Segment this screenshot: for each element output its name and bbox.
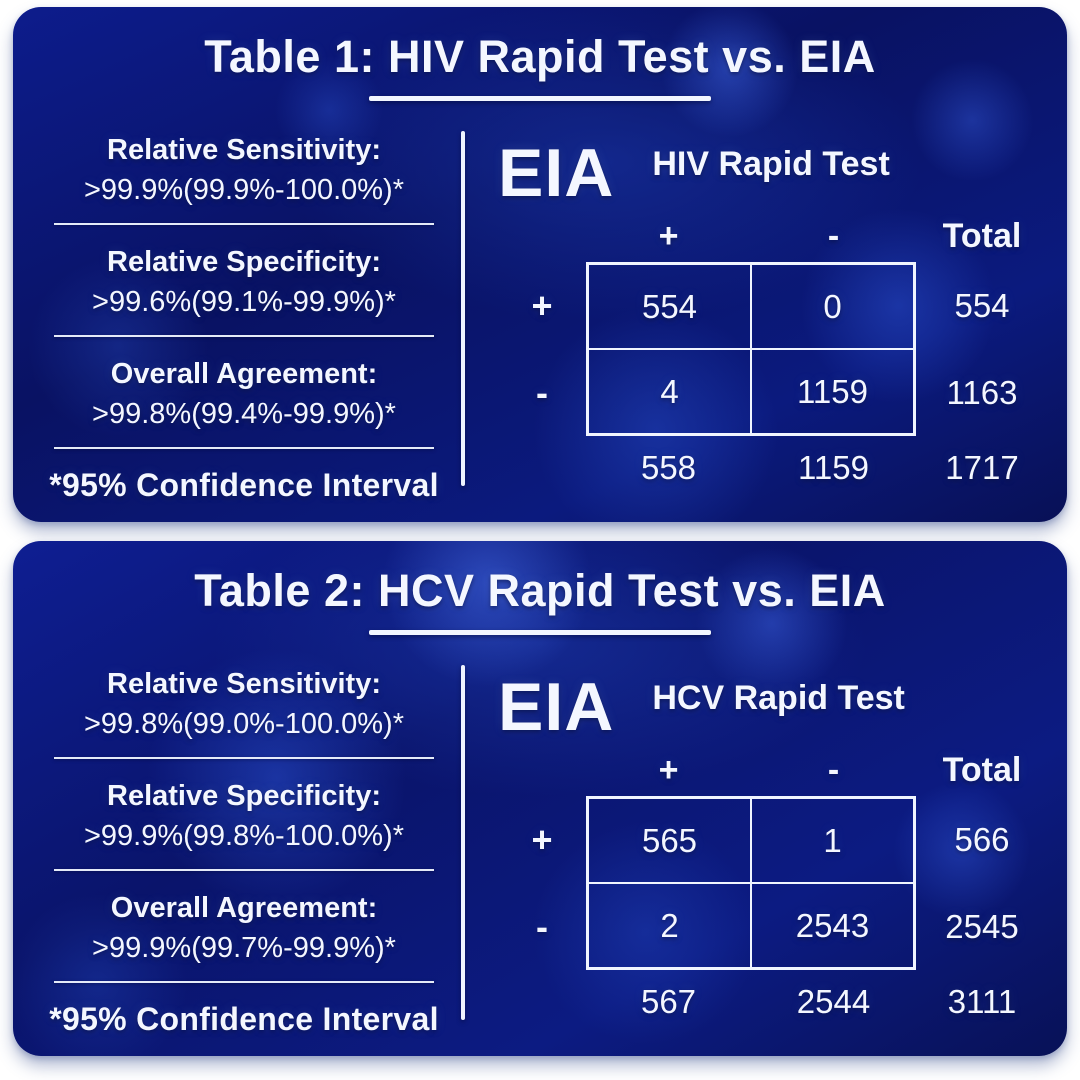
row-total-positive: 554 [954,286,1010,324]
divider-line [54,335,434,337]
corner-cell [498,970,586,1034]
confidence-interval-footnote: *95% Confidence Interval [49,1001,439,1037]
row-label-positive: + [531,284,553,326]
table2-title: Table 2: HCV Rapid Test vs. EIA [194,565,886,616]
col-header-total: Total [942,216,1022,255]
col-header-positive: + [658,216,679,255]
row-total-negative: 2545 [945,907,1019,945]
stat-value: >99.9%(99.7%-99.9%)* [92,932,396,964]
title-underline [369,96,711,101]
stat-value: >99.9%(99.9%-100.0%)* [83,174,404,206]
stat-label: Overall Agreement: [110,892,378,924]
stat-value: >99.8%(99.4%-99.9%)* [92,398,396,430]
confidence-interval-footnote: *95% Confidence Interval [49,467,439,503]
table2-panel: Table 2: HCV Rapid Test vs. EIA Relative… [13,541,1067,1056]
divider-line [54,223,434,225]
table1-panel: Table 1: HIV Rapid Test vs. EIA Relative… [13,7,1067,522]
row-label-positive: + [531,818,553,860]
row-label-negative: - [536,905,548,947]
row-label-negative: - [536,371,548,413]
title-underline [369,630,711,635]
matrix-grid: + - Total + 565 1 566 - 2 2543 2545 567 … [498,744,1048,1034]
cell-pos-pos: 565 [586,796,751,883]
stat-value: >99.6%(99.1%-99.9%)* [92,286,396,318]
stat-relative-specificity: Relative Specificity: >99.9%(99.8%-100.0… [40,777,448,855]
matrix-header: EIA HCV Rapid Test [498,659,1048,744]
grand-total: 1717 [945,449,1019,486]
vertical-divider [461,131,465,486]
col-header-total: Total [942,750,1022,789]
stat-label: Relative Specificity: [107,780,381,812]
stat-relative-specificity: Relative Specificity: >99.6%(99.1%-99.9%… [40,243,448,321]
cell-pos-pos: 554 [586,262,751,349]
col-total-positive: 567 [640,983,697,1020]
stat-relative-sensitivity: Relative Sensitivity: >99.8%(99.0%-100.0… [40,665,448,743]
contingency-table: EIA HCV Rapid Test + - Total + 565 1 566… [498,659,1048,1038]
cell-neg-neg: 2543 [751,883,916,970]
divider-line [54,757,434,759]
row-axis-label: EIA [498,669,615,745]
contingency-table: EIA HIV Rapid Test + - Total + 554 0 554… [498,125,1048,504]
table2-content: Relative Sensitivity: >99.8%(99.0%-100.0… [40,659,1049,1038]
cell-pos-neg: 1 [751,796,916,883]
corner-cell [498,744,586,796]
stat-value: >99.8%(99.0%-100.0%)* [83,708,404,740]
stat-label: Overall Agreement: [110,358,378,390]
col-axis-label: HCV Rapid Test [652,679,905,717]
divider-line [54,869,434,871]
cell-neg-pos: 2 [586,883,751,970]
col-total-negative: 1159 [798,449,869,486]
col-total-positive: 558 [640,449,697,486]
cell-neg-pos: 4 [586,349,751,436]
divider-line [54,447,434,449]
stat-label: Relative Sensitivity: [107,134,381,166]
stat-relative-sensitivity: Relative Sensitivity: >99.9%(99.9%-100.0… [40,131,448,209]
col-axis-label: HIV Rapid Test [652,145,890,183]
row-total-positive: 566 [954,820,1010,858]
col-total-negative: 2544 [796,983,871,1020]
stat-overall-agreement: Overall Agreement: >99.8%(99.4%-99.9%)* [40,355,448,433]
corner-cell [498,436,586,500]
col-header-negative: - [827,216,840,255]
stats-column: Relative Sensitivity: >99.8%(99.0%-100.0… [40,659,448,1038]
stats-column: Relative Sensitivity: >99.9%(99.9%-100.0… [40,125,448,504]
stat-value: >99.9%(99.8%-100.0%)* [83,820,404,852]
col-header-positive: + [658,750,679,789]
table1-title: Table 1: HIV Rapid Test vs. EIA [204,31,876,82]
grand-total: 3111 [947,983,1017,1020]
table1-content: Relative Sensitivity: >99.9%(99.9%-100.0… [40,125,1049,504]
col-header-negative: - [827,750,840,789]
row-total-negative: 1163 [946,373,1018,411]
divider-line [54,981,434,983]
stat-label: Relative Specificity: [107,246,381,278]
cell-neg-neg: 1159 [751,349,916,436]
stat-label: Relative Sensitivity: [107,668,381,700]
row-axis-label: EIA [498,135,615,211]
stat-overall-agreement: Overall Agreement: >99.9%(99.7%-99.9%)* [40,889,448,967]
matrix-header: EIA HIV Rapid Test [498,125,1048,210]
vertical-divider [461,665,465,1020]
matrix-grid: + - Total + 554 0 554 - 4 1159 1163 558 … [498,210,1048,500]
cell-pos-neg: 0 [751,262,916,349]
corner-cell [498,210,586,262]
